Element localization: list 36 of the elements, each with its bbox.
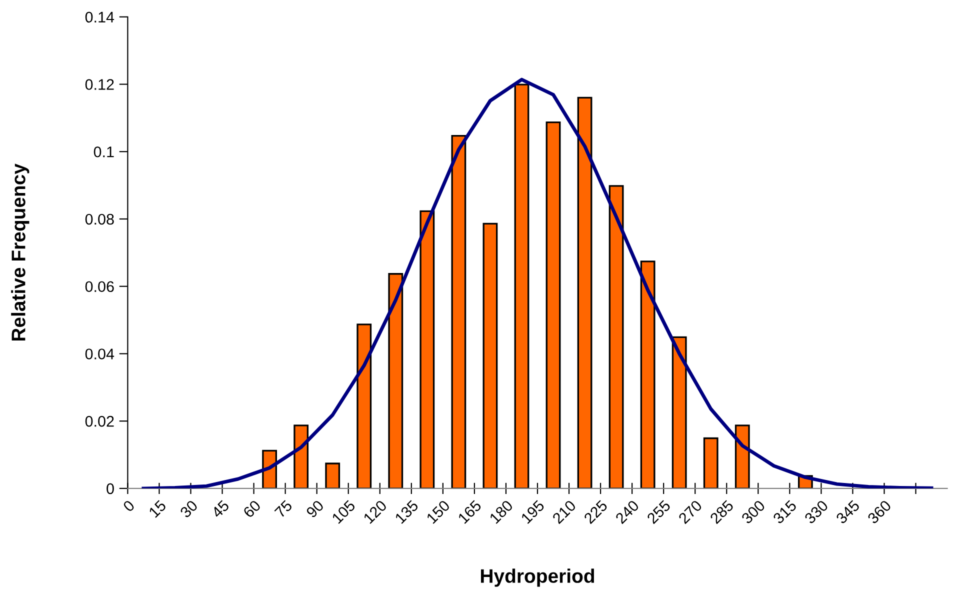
x-tick-label: 165 (458, 500, 482, 524)
y-tick-label: 0.04 (85, 348, 114, 360)
x-tick-label: 105 (331, 500, 356, 524)
x-tick-label: 135 (394, 500, 419, 524)
x-axis-title: Hydroperiod (481, 568, 594, 587)
x-tick-label: 150 (426, 500, 450, 524)
y-tick-label: 0 (106, 483, 114, 494)
x-tick-label: 15 (148, 500, 167, 518)
y-tick-label: 0.08 (85, 214, 114, 225)
y-tick-label: 0.14 (85, 12, 114, 23)
x-tick-label: 315 (772, 500, 798, 524)
y-axis-title: Relative Frequency (11, 164, 30, 341)
x-tick-label: 120 (362, 500, 388, 524)
x-tick-label: 195 (520, 500, 545, 524)
x-tick-label: 180 (489, 500, 514, 524)
x-tick-label: 0 (122, 500, 136, 512)
x-tick-label: 255 (646, 500, 672, 524)
line-series (142, 78, 934, 488)
y-tick-label: 0.02 (85, 416, 114, 427)
y-tick-label: 0.06 (85, 281, 114, 292)
x-tick-label: 30 (179, 500, 198, 518)
x-tick-label: 210 (552, 500, 577, 524)
x-tick-label: 75 (274, 500, 293, 518)
x-tick-label: 270 (678, 500, 703, 524)
y-tick-label: 0.12 (85, 79, 114, 90)
x-tick-label: 45 (210, 500, 230, 519)
x-tick-label: 330 (804, 500, 829, 524)
x-tick-label: 285 (709, 500, 734, 524)
x-tick-label: 240 (614, 500, 640, 524)
x-tick-label: 225 (583, 500, 608, 524)
x-tick-label: 60 (242, 500, 262, 518)
x-tick-label: 90 (306, 500, 324, 518)
x-tick-label: 345 (835, 500, 860, 524)
y-tick-label: 0.1 (94, 146, 114, 158)
x-tick-label: 360 (866, 500, 892, 524)
x-tick-label: 300 (740, 500, 766, 524)
